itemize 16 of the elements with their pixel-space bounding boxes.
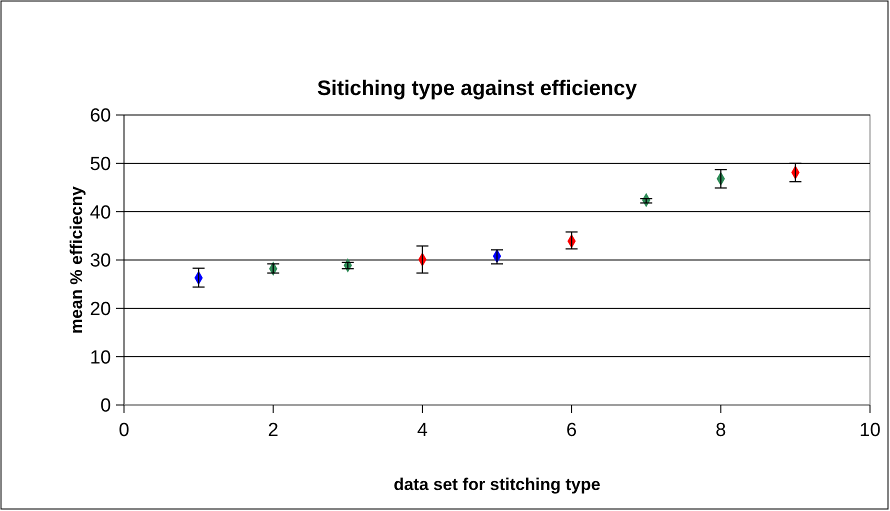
- y-tick-label: 20: [90, 298, 111, 320]
- y-tick-label: 50: [90, 154, 111, 175]
- x-tick-label: 10: [859, 420, 881, 441]
- x-tick-label: 0: [118, 420, 130, 441]
- x-tick-label: 8: [716, 420, 726, 441]
- y-tick-label: 40: [90, 202, 111, 224]
- x-axis-title: data set for stitching type: [394, 475, 600, 494]
- y-tick-label: 30: [90, 250, 111, 272]
- x-tick-label: 6: [566, 420, 577, 441]
- chart-title: Sitiching type against efficiency: [317, 77, 638, 100]
- y-axis-title: mean % efficiecny: [67, 186, 86, 334]
- x-tick-label: 2: [268, 420, 278, 441]
- y-tick-label: 0: [100, 396, 111, 417]
- x-tick-label: 4: [417, 420, 428, 441]
- y-tick-label: 60: [90, 106, 111, 127]
- y-tick-label: 10: [90, 347, 111, 368]
